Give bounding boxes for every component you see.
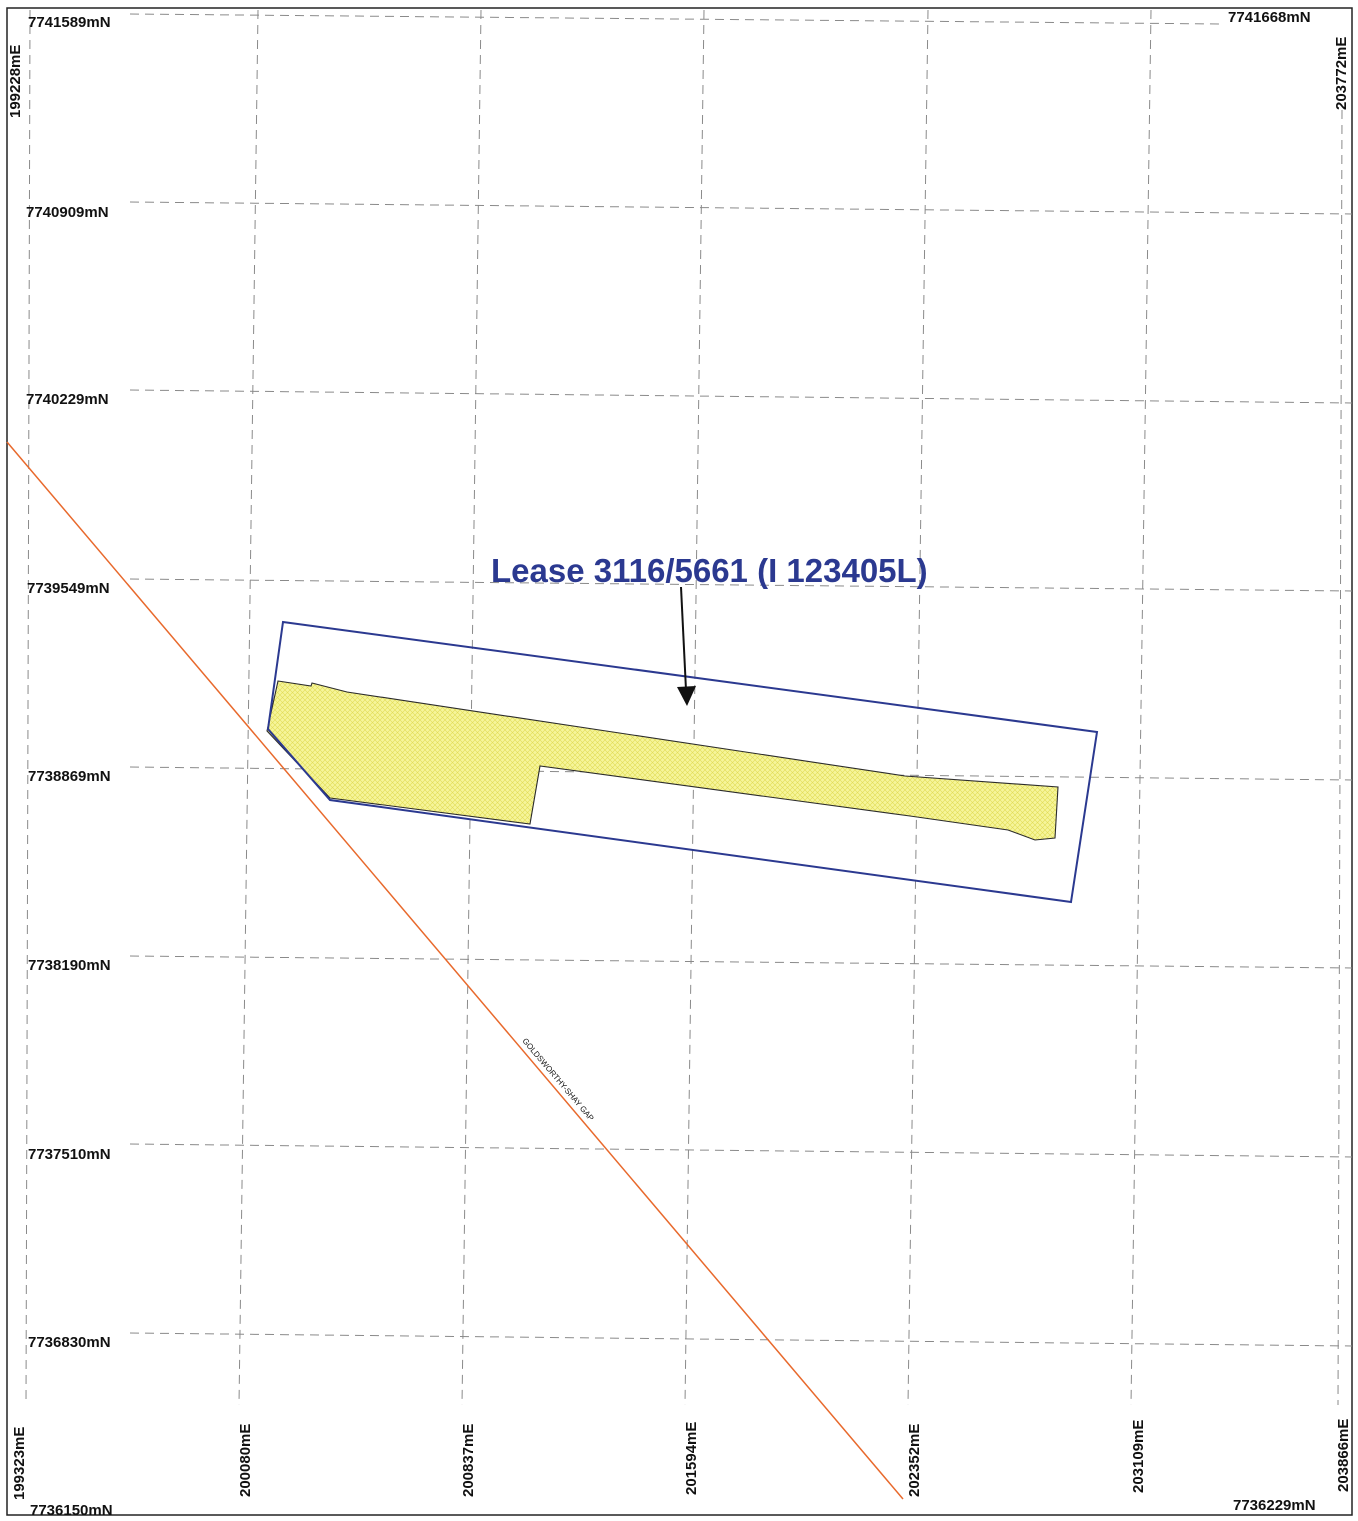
northing-label-top-left: 7741589mN: [28, 14, 111, 31]
easting-label-bottom-left: 199323mE: [11, 1427, 28, 1500]
northing-label: 7739549mN: [27, 580, 110, 597]
northing-label: 7737510mN: [28, 1146, 111, 1163]
northing-label-bottom-left: 7736150mN: [30, 1502, 113, 1519]
easting-label: 201594mE: [683, 1422, 700, 1495]
easting-label-top-right: 203772mE: [1333, 37, 1350, 110]
northing-label: 7738190mN: [28, 957, 111, 974]
easting-label: 203109mE: [1130, 1420, 1147, 1493]
northing-label: 7738869mN: [28, 768, 111, 785]
lease-area-polygon: [266, 680, 1059, 841]
road-line: [6, 441, 904, 1500]
northing-label: 7740909mN: [26, 204, 109, 221]
map-border: [6, 7, 1353, 1516]
lease-label: Lease 3116/5661 (I 123405L): [491, 552, 928, 589]
easting-label: 200080mE: [237, 1424, 254, 1497]
northing-grid-lines: [129, 13, 1353, 1347]
easting-label: 200837mE: [460, 1424, 477, 1497]
northing-label: 7736830mN: [28, 1334, 111, 1351]
easting-label-bottom-right: 203866mE: [1335, 1419, 1352, 1492]
road-label: GOLDSWORTHY-SHAY GAP: [520, 1036, 595, 1122]
lease-arrow-head: [677, 686, 696, 706]
northing-label-top-right: 7741668mN: [1228, 9, 1311, 26]
easting-label-top-left: 199228mE: [7, 45, 24, 118]
easting-label: 202352mE: [906, 1424, 923, 1497]
northing-label: 7740229mN: [26, 391, 109, 408]
northing-label-bottom-right: 7736229mN: [1233, 1497, 1316, 1514]
lease-boundary: [266, 620, 1099, 904]
lease-arrow-shaft: [680, 586, 687, 691]
easting-grid-lines: [25, 9, 1343, 1406]
